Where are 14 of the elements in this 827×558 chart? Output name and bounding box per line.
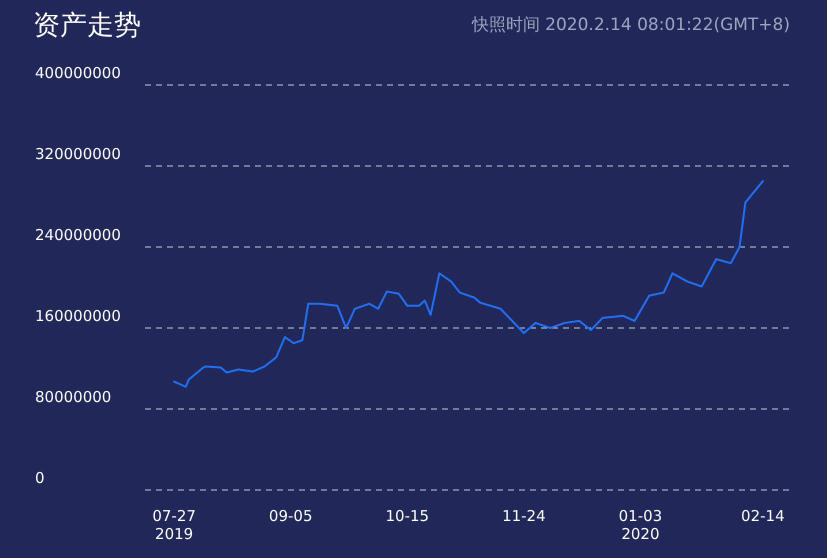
x-tick-label: 09-05 — [268, 507, 313, 525]
x-tick-label: 02-14 — [741, 507, 785, 525]
x-tick-label: 01-03 2020 — [618, 507, 662, 543]
y-tick-label: 240000000 — [35, 226, 121, 244]
y-tick-label: 0 — [35, 469, 45, 487]
y-tick-label: 80000000 — [35, 388, 112, 406]
y-tick-label: 320000000 — [35, 145, 121, 163]
y-tick-label: 400000000 — [35, 64, 121, 82]
y-tick-label: 160000000 — [35, 307, 121, 325]
chart-subtitle: 快照时间 2020.2.14 08:01:22(GMT+8) — [470, 15, 790, 35]
x-tick-label: 07-27 2019 — [152, 507, 196, 543]
chart-title: 资产走势 — [33, 10, 141, 41]
x-tick-label: 11-24 — [502, 507, 546, 525]
x-tick-label: 10-15 — [386, 507, 430, 525]
